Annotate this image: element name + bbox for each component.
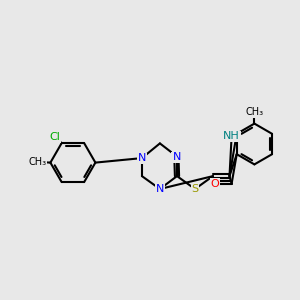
Text: Cl: Cl [50,132,61,142]
Text: N: N [156,184,164,194]
Text: NH: NH [223,131,240,141]
Text: O: O [211,179,220,189]
Text: O: O [172,152,181,163]
Text: N: N [173,152,181,162]
Text: CH₃: CH₃ [245,107,263,117]
Text: N: N [138,153,146,163]
Text: S: S [191,184,199,194]
Text: CH₃: CH₃ [28,157,46,167]
